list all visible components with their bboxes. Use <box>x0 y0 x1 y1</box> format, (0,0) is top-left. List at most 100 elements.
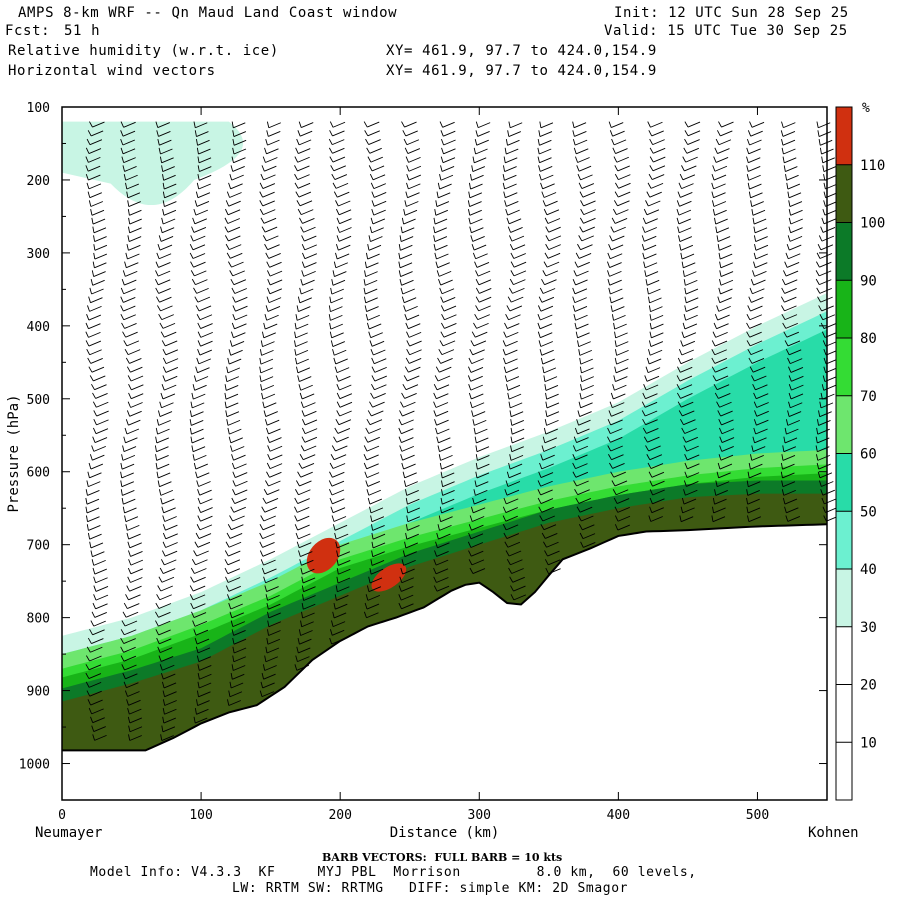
wind-barb <box>122 331 127 338</box>
wind-barb <box>156 252 160 259</box>
wind-barb <box>162 707 165 715</box>
wind-barb <box>679 244 682 251</box>
wind-barb-flag <box>338 235 352 242</box>
wind-barb <box>334 366 338 373</box>
wind-barb <box>87 699 92 706</box>
wind-barb-flag <box>546 393 559 400</box>
wind-barb <box>88 462 92 470</box>
wind-barb-flag <box>199 673 212 680</box>
wind-barb-flag <box>784 437 798 444</box>
wind-barb <box>572 462 576 469</box>
wind-barb <box>609 462 613 469</box>
wind-barb-flag <box>303 402 316 409</box>
wind-barb-flag <box>260 376 274 383</box>
wind-barb-flag <box>544 437 558 444</box>
wind-barb-flag <box>160 489 174 496</box>
wind-barb-flag <box>194 454 207 461</box>
wind-barb <box>88 707 93 715</box>
wind-barb-column <box>433 121 457 592</box>
wind-barb <box>157 243 161 251</box>
wind-barb <box>262 235 267 242</box>
wind-barb-flag <box>339 393 353 400</box>
wind-barb-flag <box>542 288 556 294</box>
wind-barb <box>333 261 337 268</box>
wind-barb <box>502 349 506 356</box>
wind-barb-flag <box>301 463 315 469</box>
wind-barb-flag <box>470 375 483 382</box>
wind-barb-flag <box>678 227 692 234</box>
wind-barb-flag <box>543 446 556 452</box>
wind-barb <box>160 497 163 505</box>
wind-barb-flag <box>192 402 205 409</box>
wind-barb <box>682 156 687 163</box>
wind-barb <box>89 629 93 636</box>
wind-barb <box>296 305 299 312</box>
wind-barb-flag <box>683 262 696 269</box>
wind-barb <box>124 515 127 522</box>
wind-barb <box>433 585 438 592</box>
wind-barb-flag <box>336 367 350 374</box>
wind-barb <box>823 200 826 207</box>
wind-barb <box>433 559 437 566</box>
wind-barb <box>676 383 681 390</box>
wind-barb-flag <box>649 454 663 461</box>
wind-barb-flag <box>475 428 488 435</box>
wind-barb <box>747 515 750 522</box>
wind-barb <box>607 445 612 452</box>
wind-barb <box>438 515 442 522</box>
wind-barb <box>195 471 198 478</box>
wind-barb-flag <box>752 288 765 295</box>
wind-barb <box>468 384 472 391</box>
wind-barb <box>440 331 445 338</box>
wind-barb-flag <box>822 489 835 496</box>
wind-barb-flag <box>754 227 768 234</box>
wind-barb-flag <box>650 121 663 128</box>
wind-barb <box>126 191 129 198</box>
wind-barb <box>502 515 507 522</box>
wind-barb-flag <box>754 437 767 444</box>
wind-barb <box>676 375 681 382</box>
wind-barb-flag <box>123 297 136 303</box>
wind-barb <box>474 138 478 146</box>
wind-barb-flag <box>304 428 318 435</box>
wind-barb-flag <box>618 174 631 181</box>
wind-barb <box>85 664 90 671</box>
wind-barb <box>196 313 201 320</box>
wind-barb-flag <box>652 165 666 172</box>
wind-barb-flag <box>122 139 136 146</box>
wind-barb-flag <box>438 533 451 540</box>
wind-barb <box>435 427 438 435</box>
wind-barb-flag <box>472 516 485 522</box>
wind-barb-flag <box>471 358 484 365</box>
wind-barb-flag <box>200 507 213 513</box>
wind-barb <box>576 165 580 172</box>
wind-barb <box>504 541 509 548</box>
wind-barb-flag <box>88 681 102 688</box>
wind-barb-flag <box>401 577 414 584</box>
valid-time: Valid: 15 UTC Tue 30 Sep 25 <box>604 23 848 39</box>
wind-barb <box>608 410 612 417</box>
wind-barb <box>85 147 90 154</box>
wind-barb-flag <box>476 472 490 479</box>
wind-barb <box>475 462 478 470</box>
wind-barb <box>296 138 300 146</box>
wind-barb <box>438 348 443 355</box>
wind-barb <box>510 419 513 426</box>
wind-barb <box>127 200 130 207</box>
wind-barb <box>746 138 750 146</box>
wind-barb-flag <box>617 506 630 513</box>
wind-barb-flag <box>476 437 489 444</box>
wind-barb-flag <box>95 603 108 610</box>
wind-barb <box>190 436 193 443</box>
wind-barb <box>473 147 476 155</box>
wind-barb <box>336 576 339 584</box>
wind-barb-flag <box>367 481 380 487</box>
wind-barb-flag <box>371 227 384 234</box>
wind-barb <box>540 357 544 365</box>
wind-barb-flag <box>265 498 279 504</box>
wind-barb <box>226 419 229 426</box>
wind-barb-flag <box>785 270 799 277</box>
wind-barb <box>127 375 132 382</box>
wind-barb <box>328 314 331 321</box>
wind-barb-flag <box>653 147 666 154</box>
